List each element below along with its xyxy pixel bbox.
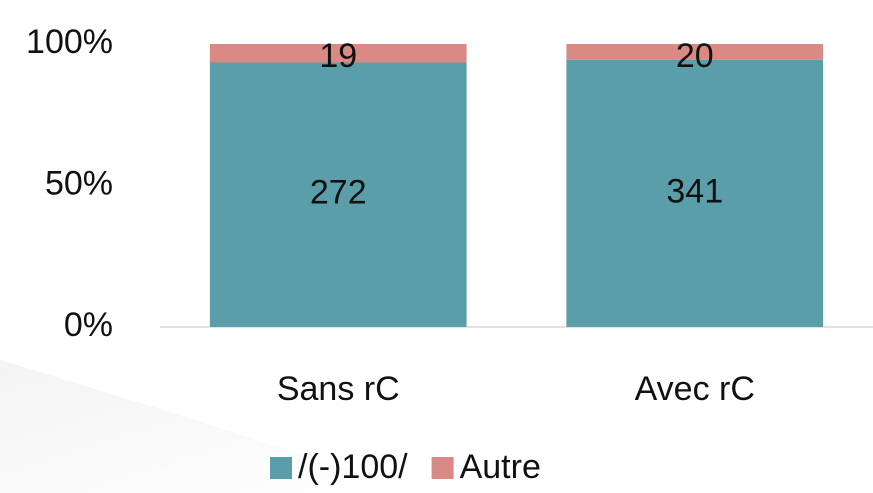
data-label: 341: [666, 172, 723, 210]
bar-segment: [209, 62, 467, 328]
bar-segment: [566, 59, 824, 327]
bar-segment: [209, 44, 467, 63]
data-label: 19: [319, 37, 357, 75]
bar-segment: [566, 44, 824, 60]
y-tick-label: 100%: [26, 23, 113, 61]
legend-label: /(-)100/: [298, 448, 408, 486]
x-tick-label: Sans rC: [277, 370, 400, 408]
y-tick-label: 0%: [64, 306, 113, 344]
legend-swatch: [270, 457, 292, 479]
data-label: 20: [676, 37, 714, 75]
y-tick-label: 50%: [45, 164, 113, 202]
data-label: 272: [310, 174, 367, 212]
x-tick-label: Avec rC: [635, 370, 755, 408]
legend-swatch: [431, 457, 454, 479]
legend-label: Autre: [460, 448, 541, 486]
background-shape: [0, 360, 420, 493]
